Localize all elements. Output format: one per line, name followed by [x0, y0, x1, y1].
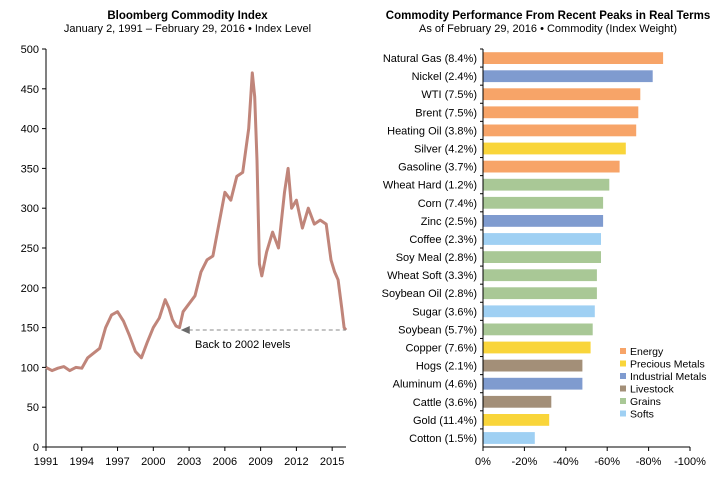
category-label: Heating Oil (3.8%) — [387, 125, 477, 137]
category-label: Corn (7.4%) — [418, 198, 477, 210]
category-label: Cattle (3.6%) — [413, 397, 477, 409]
category-label: WTI (7.5%) — [421, 89, 477, 101]
category-label: Sugar (3.6%) — [412, 306, 477, 318]
x-tick-label: 2003 — [177, 456, 201, 468]
category-label: Soy Meal (2.8%) — [396, 252, 477, 264]
y-tick-label: 200 — [21, 283, 39, 295]
category-label: Copper (7.6%) — [405, 343, 477, 355]
right-bar-chart: Natural Gas (8.4%) Nickel (2.4%) WTI (7.5%… — [382, 48, 706, 468]
category-label: Hogs (2.1%) — [416, 361, 477, 373]
y-tick-label: 400 — [21, 124, 39, 136]
bar — [483, 160, 620, 173]
left-line-chart: 0 50 100 150 200 250 300 350 400 450 500 1991 1994 19… — [21, 44, 348, 468]
category-label: Gold (11.4%) — [413, 415, 477, 427]
x-tick-label: -80% — [636, 456, 662, 468]
legend-swatch — [620, 398, 626, 404]
index-series-line — [45, 71, 348, 373]
legend-label: Energy — [630, 346, 664, 358]
category-label: Aluminum (4.6%) — [393, 379, 477, 391]
legend-label: Grains — [630, 396, 661, 408]
legend-swatch — [620, 410, 626, 417]
category-label: Nickel (2.4%) — [412, 71, 477, 83]
bar — [483, 52, 664, 64]
y-tick-label: 100 — [21, 362, 39, 374]
y-tick-label: 500 — [21, 44, 39, 56]
y-tick-label: 0 — [33, 442, 39, 454]
annotation-label: Back to 2002 levels — [195, 339, 291, 351]
bar — [483, 124, 637, 137]
left-chart-panel: Bloomberg Commodity Index January 2, 199… — [0, 0, 375, 35]
bar — [483, 414, 550, 426]
legend-label: Livestock — [630, 384, 675, 396]
bar — [483, 395, 552, 408]
x-tick-label: 1991 — [34, 456, 58, 468]
bar — [483, 233, 601, 245]
bar — [483, 142, 626, 155]
bar — [483, 287, 597, 300]
right-chart-subtitle: As of February 29, 2016 • Commodity (Ind… — [419, 23, 677, 35]
category-label: Brent (7.5%) — [415, 107, 477, 119]
category-label: Natural Gas (8.4%) — [383, 53, 477, 65]
bar — [483, 269, 597, 282]
bar — [483, 305, 595, 318]
bar — [483, 432, 535, 444]
bar — [483, 251, 601, 263]
bar — [483, 359, 583, 372]
x-tick-label: 1997 — [105, 456, 129, 468]
right-chart-title: Commodity Performance From Recent Peaks … — [385, 10, 711, 22]
legend-label: Softs — [630, 409, 654, 421]
x-tick-label: 0% — [475, 456, 491, 468]
bar — [483, 88, 641, 101]
category-label: Gasoline (3.7%) — [398, 162, 477, 174]
legend-label: Industrial Metals — [630, 371, 706, 383]
category-label: Silver (4.2%) — [414, 144, 477, 156]
x-tick-label: -40% — [553, 456, 579, 468]
y-tick-label: 450 — [21, 84, 39, 96]
bar — [483, 377, 583, 390]
y-tick-label: 250 — [21, 243, 39, 255]
x-tick-label: 2012 — [284, 456, 308, 468]
right-chart-panel: Commodity Performance From Recent Peaks … — [375, 0, 721, 35]
x-tick-label: -20% — [512, 456, 538, 468]
legend-swatch — [620, 385, 626, 392]
x-tick-label: 2006 — [213, 456, 237, 468]
x-tick-label: 2000 — [141, 456, 165, 468]
category-label: Coffee (2.3%) — [409, 234, 477, 246]
bar — [483, 70, 653, 83]
bar — [483, 215, 604, 227]
x-tick-label: -60% — [594, 456, 620, 468]
bar — [483, 106, 639, 119]
legend-swatch — [620, 360, 626, 367]
annotation-arrow-icon — [180, 325, 190, 334]
bar — [483, 341, 591, 354]
y-tick-label: 50 — [27, 402, 39, 414]
left-chart-title: Bloomberg Commodity Index — [107, 10, 268, 22]
x-tick-label: -100% — [674, 456, 706, 468]
y-tick-label: 150 — [21, 323, 39, 335]
legend-label: Precious Metals — [630, 359, 705, 371]
x-tick-label: 1994 — [70, 456, 94, 468]
category-label: Soybean (5.7%) — [398, 324, 477, 336]
y-tick-label: 300 — [21, 203, 39, 215]
bar — [483, 323, 593, 336]
category-label: Soybean Oil (2.8%) — [382, 288, 477, 300]
category-label: Cotton (1.5%) — [409, 433, 477, 445]
x-tick-label: 2015 — [320, 456, 344, 468]
legend-swatch — [620, 348, 626, 354]
category-label: Wheat Soft (3.3%) — [387, 270, 477, 282]
bar — [483, 196, 604, 209]
x-tick-label: 2009 — [248, 456, 272, 468]
category-label: Zinc (2.5%) — [421, 216, 477, 228]
y-tick-label: 350 — [21, 163, 39, 175]
left-chart-subtitle: January 2, 1991 – February 29, 2016 • In… — [63, 23, 312, 35]
bar — [483, 178, 610, 191]
category-label: Wheat Hard (1.2%) — [383, 180, 477, 192]
legend-swatch — [620, 373, 626, 379]
